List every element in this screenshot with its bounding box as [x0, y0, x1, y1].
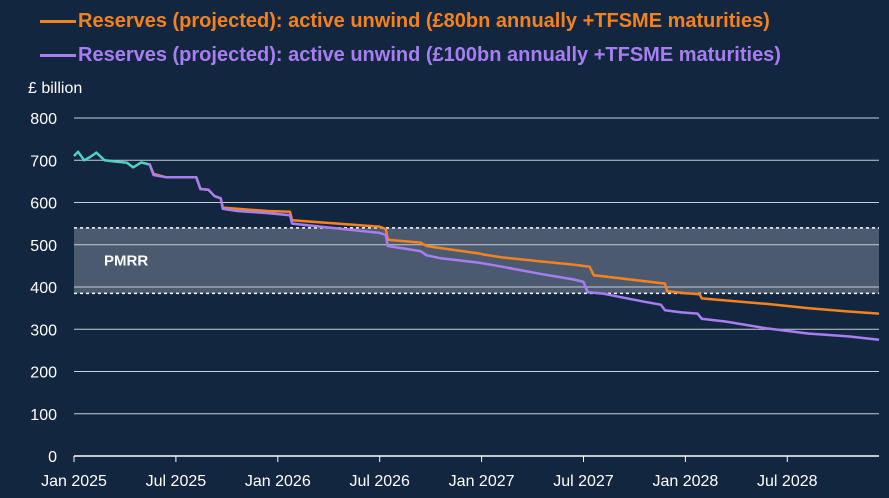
y-axis-label: £ billion — [28, 80, 83, 97]
legend-item-80bn: Reserves (projected): active unwind (£80… — [40, 4, 781, 38]
y-tick-label: 300 — [30, 322, 57, 339]
y-tick-label: 0 — [48, 449, 57, 466]
legend-swatch-80bn — [40, 19, 76, 23]
y-tick-label: 800 — [30, 111, 57, 128]
y-tick-label: 400 — [30, 280, 57, 297]
series-line-0 — [73, 150, 150, 169]
x-tick-label: Jan 2026 — [245, 473, 311, 490]
y-tick-label: 500 — [30, 238, 57, 255]
x-tick-label: Jan 2027 — [449, 473, 515, 490]
series-line-2 — [148, 163, 880, 342]
x-tick-label: Jul 2027 — [553, 473, 614, 490]
legend: Reserves (projected): active unwind (£80… — [40, 4, 781, 72]
pmrr-label: PMRR — [104, 253, 148, 270]
x-tick-label: Jan 2028 — [652, 473, 718, 490]
x-tick-label: Jul 2028 — [757, 473, 818, 490]
legend-label-100bn: Reserves (projected): active unwind (£10… — [78, 43, 781, 66]
legend-item-100bn: Reserves (projected): active unwind (£10… — [40, 38, 781, 72]
y-tick-label: 200 — [30, 365, 57, 382]
legend-swatch-100bn — [40, 53, 76, 57]
x-tick-label: Jul 2025 — [146, 473, 207, 490]
y-tick-label: 700 — [30, 153, 57, 170]
legend-label-80bn: Reserves (projected): active unwind (£80… — [78, 9, 770, 32]
pmrr-band — [74, 227, 879, 294]
x-tick-label: Jan 2025 — [41, 473, 107, 490]
y-tick-label: 100 — [30, 407, 57, 424]
y-tick-label: 600 — [30, 196, 57, 213]
x-tick-label: Jul 2026 — [349, 473, 410, 490]
